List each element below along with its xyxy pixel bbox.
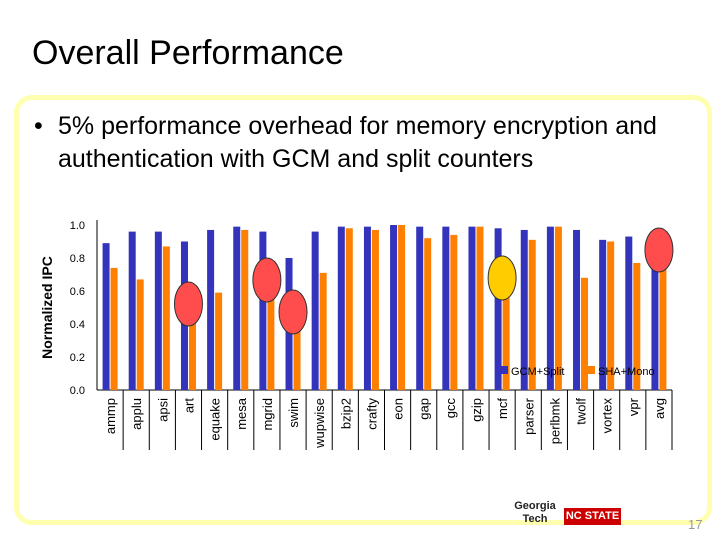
x-tick-label: applu [129, 398, 144, 430]
slide-title: Overall Performance [32, 34, 344, 72]
bar-gcm-split [546, 226, 554, 390]
x-tick-label: gap [417, 398, 432, 420]
bar-sha-mono [581, 277, 589, 390]
bar-sha-mono [371, 229, 379, 390]
y-axis-title: Normalized IPC [39, 256, 55, 359]
y-tick-label: 0.0 [70, 385, 85, 397]
bar-sha-mono [110, 267, 118, 390]
bar-gcm-split [259, 231, 267, 390]
x-tick-label: mcf [495, 398, 510, 419]
bar-sha-mono [607, 241, 615, 390]
bar-gcm-split [363, 226, 371, 390]
x-tick-label: mesa [234, 397, 249, 430]
bar-sha-mono [136, 279, 144, 390]
bullet-point: • 5% performance overhead for memory enc… [34, 110, 684, 176]
georgia-tech-logo: Georgia Tech [514, 500, 556, 525]
highlight-marker [252, 257, 282, 303]
bar-sha-mono [241, 229, 249, 390]
bar-gcm-split [128, 231, 136, 390]
x-tick-label: parser [521, 397, 536, 435]
bar-gcm-split [416, 226, 424, 390]
highlight-marker [173, 281, 203, 327]
content-frame [14, 95, 712, 525]
x-tick-label: crafty [364, 398, 379, 430]
x-tick-label: perlbmk [547, 398, 562, 445]
y-tick-label: 0.6 [70, 286, 85, 298]
bar-sha-mono [450, 234, 458, 390]
bar-sha-mono [293, 307, 301, 390]
bar-sha-mono [162, 246, 170, 390]
bar-sha-mono [345, 228, 353, 390]
x-tick-label: ammp [103, 398, 118, 434]
y-tick-label: 0.4 [70, 319, 85, 331]
bar-sha-mono [398, 225, 406, 390]
x-tick-label: swim [286, 398, 301, 428]
nc-state-logo: NC STATE [564, 508, 621, 525]
bar-gcm-split [442, 226, 450, 390]
y-tick-label: 1.0 [70, 220, 85, 232]
y-tick-label: 0.2 [70, 352, 85, 364]
bar-sha-mono [659, 261, 667, 390]
bullet-text: 5% performance overhead for memory encry… [58, 112, 657, 173]
x-tick-label: eon [391, 398, 406, 420]
bar-sha-mono [528, 239, 536, 390]
x-tick-label: vpr [626, 397, 641, 416]
bar-gcm-split [494, 228, 502, 390]
bar-sha-mono [267, 299, 275, 390]
x-tick-label: art [181, 398, 196, 414]
legend-swatch-sha-mono [587, 366, 595, 374]
bar-gcm-split [311, 231, 319, 390]
bar-gcm-split [599, 239, 607, 390]
x-tick-label: twolf [574, 398, 589, 425]
x-tick-label: vortex [600, 398, 615, 434]
y-tick-label: 0.8 [70, 253, 85, 265]
bar-sha-mono [633, 262, 641, 390]
bar-gcm-split [468, 226, 476, 390]
page-number: 17 [688, 517, 703, 532]
bar-gcm-split [625, 236, 633, 390]
x-tick-label: avg [652, 398, 667, 419]
legend-label-sha-mono: SHA+Mono [598, 366, 655, 378]
x-tick-label: gcc [443, 398, 458, 419]
bar-gcm-split [102, 243, 110, 390]
bar-sha-mono [424, 238, 432, 390]
x-tick-label: equake [208, 398, 223, 441]
x-tick-label: apsi [155, 398, 170, 422]
highlight-marker [487, 255, 517, 301]
bar-gcm-split [233, 226, 241, 390]
bar-gcm-split [520, 229, 528, 390]
bullet-marker: • [34, 112, 43, 140]
x-tick-label: wupwise [312, 398, 327, 449]
legend-swatch-gcm-split [500, 366, 508, 374]
legend-label-gcm-split: GCM+Split [511, 366, 565, 378]
bar-gcm-split [573, 229, 581, 390]
bar-sha-mono [554, 226, 562, 390]
bar-gcm-split [207, 229, 215, 390]
bar-sha-mono [476, 226, 484, 390]
bar-sha-mono [319, 272, 327, 390]
bar-gcm-split [390, 225, 398, 390]
bar-sha-mono [188, 315, 196, 390]
highlight-marker [644, 227, 674, 273]
bar-sha-mono [502, 291, 510, 390]
x-tick-label: gzip [469, 398, 484, 422]
bar-gcm-split [154, 231, 162, 390]
x-tick-label: mgrid [260, 398, 275, 431]
bar-gcm-split [651, 233, 659, 390]
bar-gcm-split [337, 226, 345, 390]
bar-sha-mono [215, 292, 223, 390]
x-tick-label: bzip2 [338, 398, 353, 429]
highlight-marker [278, 289, 308, 335]
